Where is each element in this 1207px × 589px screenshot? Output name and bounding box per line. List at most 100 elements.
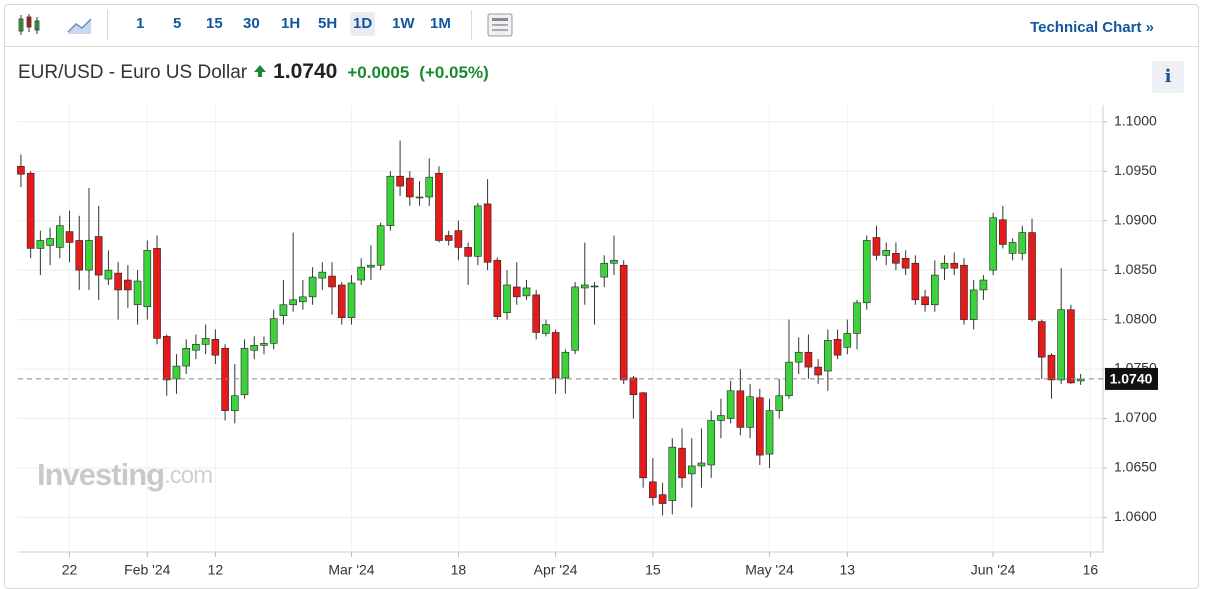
candle-body	[143, 250, 152, 308]
candle-body	[337, 284, 346, 318]
y-tick-label: 1.0850	[1114, 261, 1157, 277]
candle-body	[853, 302, 861, 334]
candle-body	[969, 289, 978, 320]
candle-body	[493, 259, 502, 317]
candle-body	[911, 262, 920, 301]
candle-body	[201, 338, 210, 345]
candle-icon[interactable]	[16, 12, 44, 38]
candle-body	[960, 264, 968, 320]
candle-body	[318, 271, 327, 279]
instrument-header: EUR/USD - Euro US Dollar 1.0740 +0.0005 …	[18, 60, 489, 84]
candle-body	[765, 410, 774, 455]
candle-body	[697, 462, 706, 467]
candle-body	[726, 390, 735, 419]
candle-body	[396, 175, 404, 187]
candle-body	[736, 390, 745, 428]
y-tick-label: 1.0900	[1114, 211, 1157, 227]
interval-button[interactable]: 5	[173, 15, 182, 32]
interval-button[interactable]: 1W	[392, 15, 415, 32]
candle-body	[921, 296, 929, 306]
interval-button[interactable]: 15	[206, 15, 223, 32]
watermark-brand: Investing	[37, 457, 164, 492]
candle-body	[182, 347, 190, 367]
candle-body	[950, 262, 959, 269]
x-tick-label: 18	[451, 562, 467, 578]
candle-body	[386, 175, 395, 226]
candle-body	[843, 333, 852, 348]
candle-body	[756, 397, 764, 456]
candle-body	[56, 225, 64, 248]
interval-button[interactable]: 30	[243, 15, 260, 32]
interval-button[interactable]: 1M	[430, 15, 451, 32]
candle-body	[269, 318, 278, 344]
y-tick-label: 1.0700	[1114, 409, 1157, 425]
candle-body	[882, 250, 890, 256]
candle-body	[211, 339, 220, 356]
candle-body	[328, 275, 336, 288]
candle-body	[658, 494, 667, 504]
x-tick-label: 12	[208, 562, 224, 578]
candle-body	[483, 203, 492, 263]
candle-body	[347, 282, 356, 318]
candle-body	[999, 219, 1007, 245]
candle-body	[104, 269, 113, 280]
candle-body	[746, 396, 754, 428]
candle-body	[192, 344, 200, 351]
candle-body	[357, 266, 365, 281]
x-tick-label: 15	[645, 562, 661, 578]
candle-body	[260, 343, 268, 346]
toolbar: 1 5 15 30 1H 5H 1D 1W 1M Technical Chart »	[4, 4, 1199, 47]
candle-body	[279, 304, 288, 316]
x-tick-label: Jun '24	[971, 562, 1016, 578]
candle-body	[687, 465, 696, 475]
candle-body	[532, 294, 540, 333]
x-tick-label: 22	[62, 562, 78, 578]
separator	[471, 10, 472, 40]
interval-button[interactable]: 1	[136, 15, 145, 32]
x-tick-label: 13	[840, 562, 856, 578]
last-price-label: 1.0740	[1110, 371, 1153, 387]
candle-body	[17, 166, 25, 175]
candle-body	[833, 339, 842, 356]
up-arrow	[254, 65, 267, 77]
candle-body	[454, 230, 463, 248]
candle-body	[376, 225, 385, 266]
candle-body	[512, 286, 521, 298]
candle-body	[1057, 309, 1065, 381]
price: 1.0740	[273, 60, 338, 83]
candle-body	[639, 392, 647, 479]
watermark: Investing.com	[37, 457, 212, 492]
candle-body	[892, 253, 900, 264]
layout-icon[interactable]	[486, 12, 514, 38]
line-icon[interactable]	[66, 14, 94, 36]
candle-body	[1047, 354, 1056, 381]
candle-body	[610, 259, 618, 264]
interval-button[interactable]: 1H	[281, 15, 301, 32]
change: +0.0005	[347, 63, 410, 82]
candle-body	[542, 324, 550, 334]
candle-body	[989, 217, 997, 271]
x-tick-label: 16	[1083, 562, 1099, 578]
x-tick-label: Feb '24	[124, 562, 170, 578]
candle-body	[308, 276, 317, 298]
candle-body	[435, 172, 443, 241]
candle-body	[678, 447, 686, 479]
y-tick-label: 1.1000	[1114, 113, 1157, 129]
candle-body	[940, 262, 949, 269]
candle-body	[1018, 232, 1027, 254]
info-button[interactable]: i	[1152, 61, 1184, 93]
candle-body	[551, 332, 560, 379]
candle-body	[26, 172, 35, 249]
interval-button[interactable]: 1D	[350, 12, 376, 36]
candle-body	[590, 285, 599, 288]
candle-body	[775, 395, 784, 411]
candle-body	[94, 236, 103, 276]
candle-body	[600, 262, 609, 278]
technical-chart-link[interactable]: Technical Chart »	[1030, 19, 1154, 36]
interval-button[interactable]: 5H	[318, 15, 338, 32]
candle-body	[133, 280, 142, 306]
candle-body	[824, 340, 832, 372]
candle-body	[75, 240, 84, 271]
candle-body	[581, 284, 589, 289]
